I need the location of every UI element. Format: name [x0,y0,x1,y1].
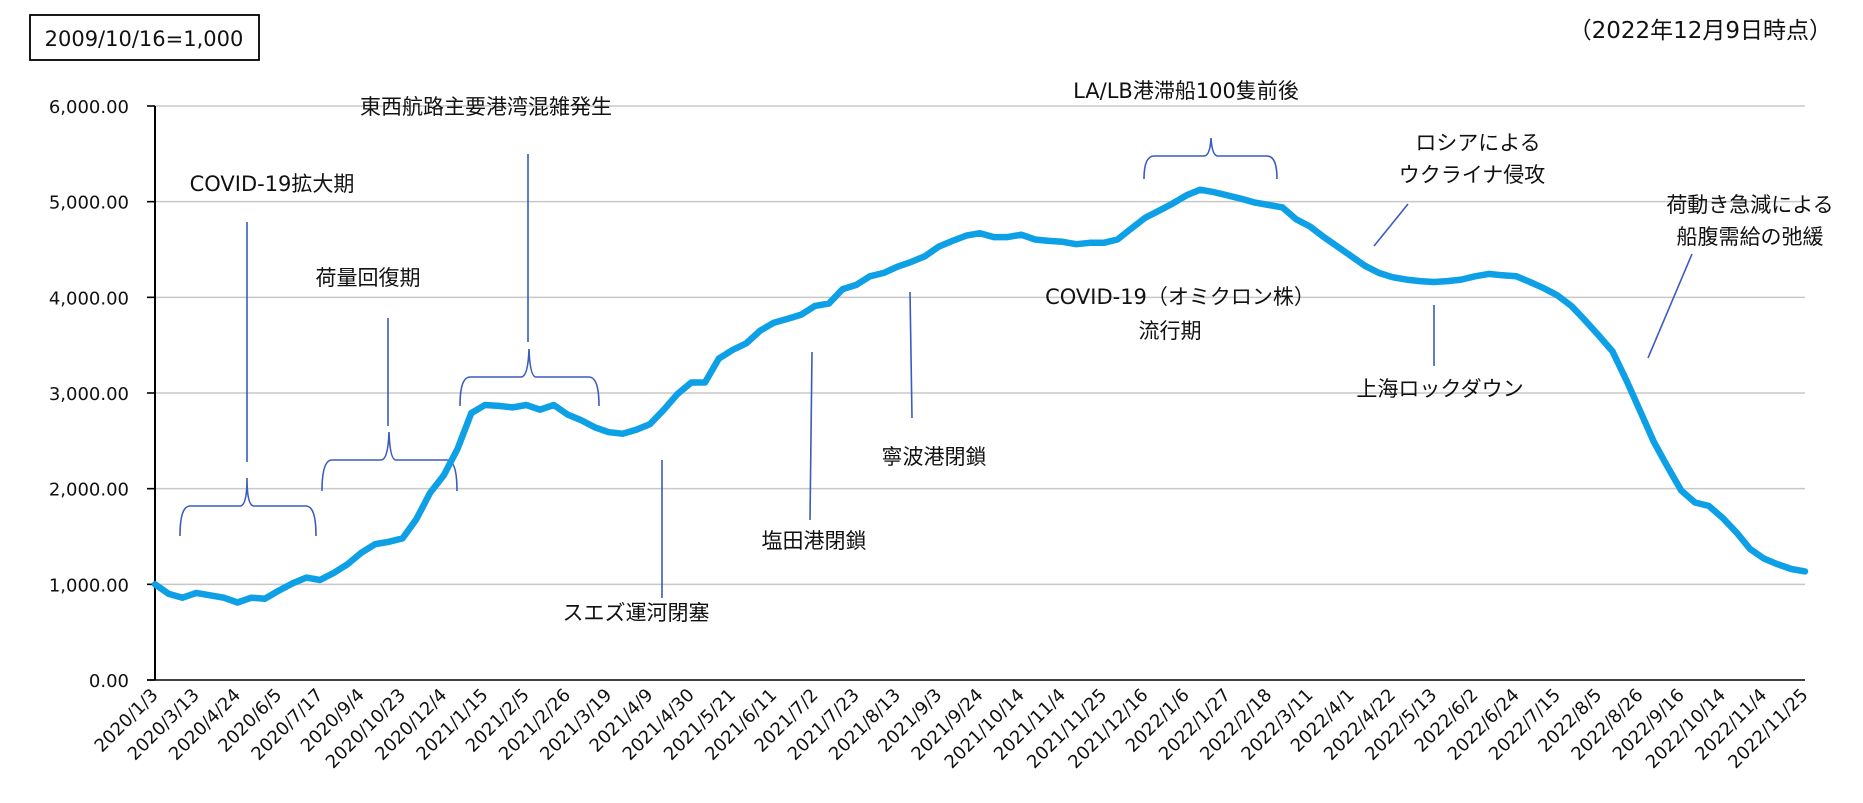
annotation-covid-spread: COVID-19拡大期 [190,172,355,196]
gridlines [155,105,1805,586]
y-tick-label: 0.00 [89,671,129,692]
series-line-index [151,186,1809,606]
y-tick-label: 1,000.00 [49,575,129,596]
y-tick-label: 2,000.00 [49,480,129,501]
annotation-russia-line1: ロシアによる [1415,131,1540,155]
data-points [154,189,1806,603]
base-note-box [29,14,260,61]
annotation-volume-recovery: 荷量回復期 [316,266,421,290]
annotation-shanghai: 上海ロックダウン [1356,377,1523,401]
y-tick-label: 6,000.00 [49,97,129,118]
annotation-yantian: 塩田港閉鎖 [762,529,867,553]
annotation-lalb: LA/LB港滞船100隻前後 [1073,79,1299,103]
bracket-port-congestion [459,348,600,407]
annotations: COVID-19拡大期 荷量回復期 東西航路主要港湾混雑発生 スエズ運河閉塞 塩… [190,79,1834,625]
annotation-slowdown-line1: 荷動き急減による [1666,193,1833,217]
base-note: 2009/10/16=1,000 [45,27,244,51]
annotation-slowdown-line2: 船腹需給の弛緩 [1677,225,1824,249]
leader-russia [1373,203,1409,247]
annotation-ningbo: 寧波港閉鎖 [882,445,987,469]
leader-slowdown [1647,253,1693,359]
bracket-covid-spread [179,477,317,537]
leader-ningbo [909,291,913,419]
leader-yantian [809,351,813,521]
y-tick-label: 3,000.00 [49,384,129,405]
annotation-port-congestion: 東西航路主要港湾混雑発生 [360,95,612,119]
annotation-omicron-line1: COVID-19（オミクロン株） [1045,285,1315,309]
annotation-suez: スエズ運河閉塞 [563,601,710,625]
annotation-russia-line2: ウクライナ侵攻 [1399,163,1546,187]
annotation-omicron-line2: 流行期 [1139,319,1202,343]
y-tick-label: 5,000.00 [49,193,129,214]
bracket-lalb [1143,137,1278,180]
axes: 0.00 1,000.00 2,000.00 3,000.00 4,000.00 5,00… [49,97,1813,773]
as-of-date: （2022年12月9日時点） [1569,18,1832,44]
y-tick-label: 4,000.00 [49,288,129,309]
